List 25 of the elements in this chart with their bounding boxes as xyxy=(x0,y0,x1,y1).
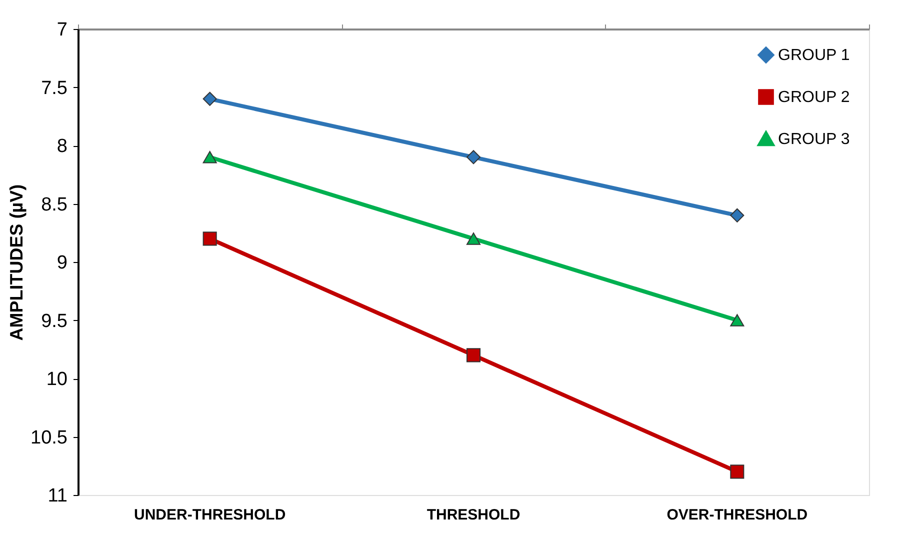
y-tick-label: 11 xyxy=(48,486,68,506)
point xyxy=(466,348,481,362)
point xyxy=(730,314,744,326)
point xyxy=(202,232,217,246)
x-tick-label: UNDER-THRESHOLD xyxy=(134,506,286,524)
y-tick-label: 10.5 xyxy=(30,427,68,448)
legend-label: GROUP 2 xyxy=(778,89,850,106)
x-tick-label: OVER-THRESHOLD xyxy=(666,506,808,524)
y-axis-title: AMPLITUDES (µV) xyxy=(6,184,27,341)
point xyxy=(466,232,481,245)
y-tick-label: 9.5 xyxy=(41,310,68,332)
point xyxy=(202,151,217,164)
legend-label: GROUP 3 xyxy=(778,131,850,148)
y-tick-label: 7.5 xyxy=(41,78,68,99)
x-tick-label: THRESHOLD xyxy=(426,506,520,524)
legend-label: GROUP 1 xyxy=(778,47,850,64)
y-tick-label: 9 xyxy=(56,252,68,274)
y-tick-label: 8 xyxy=(56,136,68,157)
y-tick-label: 8.5 xyxy=(41,194,68,216)
point xyxy=(466,150,481,164)
point xyxy=(730,208,744,222)
y-tick-label: 7 xyxy=(56,20,68,40)
y-tick-label: 10 xyxy=(46,369,68,390)
point xyxy=(730,464,744,479)
point xyxy=(202,92,217,106)
